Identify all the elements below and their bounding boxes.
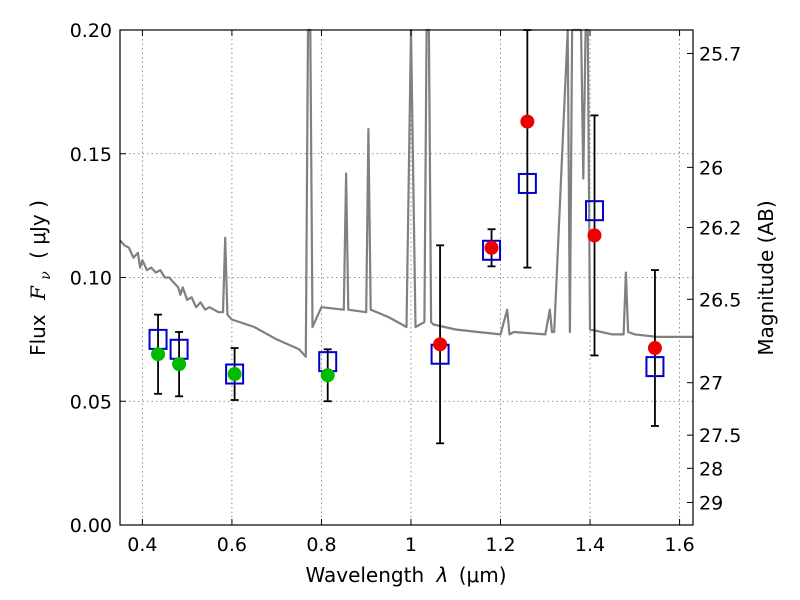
- near-ir-point: [647, 341, 662, 356]
- x-tick-label: 0.4: [127, 534, 157, 556]
- x-axis-label: Wavelength λ (μm): [305, 563, 506, 587]
- y-tick-label: 0.05: [70, 391, 112, 413]
- y-axis-label-unit: ( μJy ): [26, 200, 50, 259]
- near-ir-point: [587, 228, 602, 243]
- points-layer: [148, 114, 665, 385]
- optical-point: [172, 357, 187, 372]
- y-axis-label-prefix: Flux: [26, 314, 50, 356]
- x-tick-label: 1.2: [485, 534, 515, 556]
- model-square-marker: [645, 356, 665, 378]
- x-tick-label: 1.6: [664, 534, 694, 556]
- mag-tick-label: 27.5: [699, 425, 741, 447]
- mag-tick-label: 25.7: [699, 44, 741, 66]
- near-ir-point: [484, 240, 499, 255]
- near-ir-point: [520, 114, 535, 129]
- model-square-marker: [517, 172, 537, 194]
- optical-point: [227, 367, 242, 382]
- y2-axis-label: Magnitude (AB): [754, 200, 778, 355]
- x-tick-label: 0.8: [306, 534, 336, 556]
- optical-point: [151, 347, 166, 362]
- x-tick-label: 0.6: [217, 534, 247, 556]
- mag-tick-label: 28: [699, 458, 723, 480]
- y-tick-label: 0.10: [70, 268, 112, 290]
- model-spectrum-line: [119, 28, 693, 358]
- x-axis-label-unit: (μm): [459, 563, 507, 587]
- near-ir-point: [433, 337, 448, 352]
- model-spectrum-layer: [119, 28, 693, 358]
- plot-frame: [119, 29, 694, 526]
- x-axis-label-prefix: Wavelength: [305, 563, 424, 587]
- y-tick-label: 0.20: [70, 20, 112, 42]
- y-axis-label-subscript: ν: [38, 271, 54, 280]
- x-axis-label-symbol: λ: [436, 563, 449, 587]
- mag-tick-label: 29: [699, 492, 723, 514]
- y-tick-label: 0.15: [70, 144, 112, 166]
- error-bars-layer: [154, 29, 659, 445]
- y-tick-label: 0.00: [70, 515, 112, 537]
- mag-tick-label: 26: [699, 157, 723, 179]
- ticks-layer: 0.4 0.6 0.8 1 1.2 1.4 1.6 0.00 0.05 0.10 0.15 0.20 2…: [70, 20, 742, 556]
- x-tick-label: 1.4: [575, 534, 605, 556]
- y-axis-label: Flux F ν ( μJy ): [26, 200, 55, 356]
- optical-point: [320, 368, 335, 383]
- model-square-marker: [225, 363, 245, 385]
- model-square-marker: [482, 239, 502, 261]
- mag-tick-label: 27: [699, 373, 723, 395]
- model-square-marker: [585, 200, 605, 222]
- mag-tick-label: 26.2: [699, 218, 741, 240]
- y-axis-label-symbol: F: [26, 285, 50, 301]
- mag-tick-label: 26.5: [699, 289, 741, 311]
- x-tick-label: 1: [405, 534, 417, 556]
